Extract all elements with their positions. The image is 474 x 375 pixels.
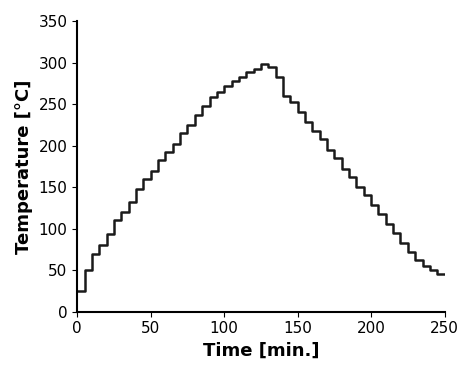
X-axis label: Time [min.]: Time [min.] bbox=[203, 342, 319, 360]
Y-axis label: Temperature [°C]: Temperature [°C] bbox=[15, 79, 33, 254]
